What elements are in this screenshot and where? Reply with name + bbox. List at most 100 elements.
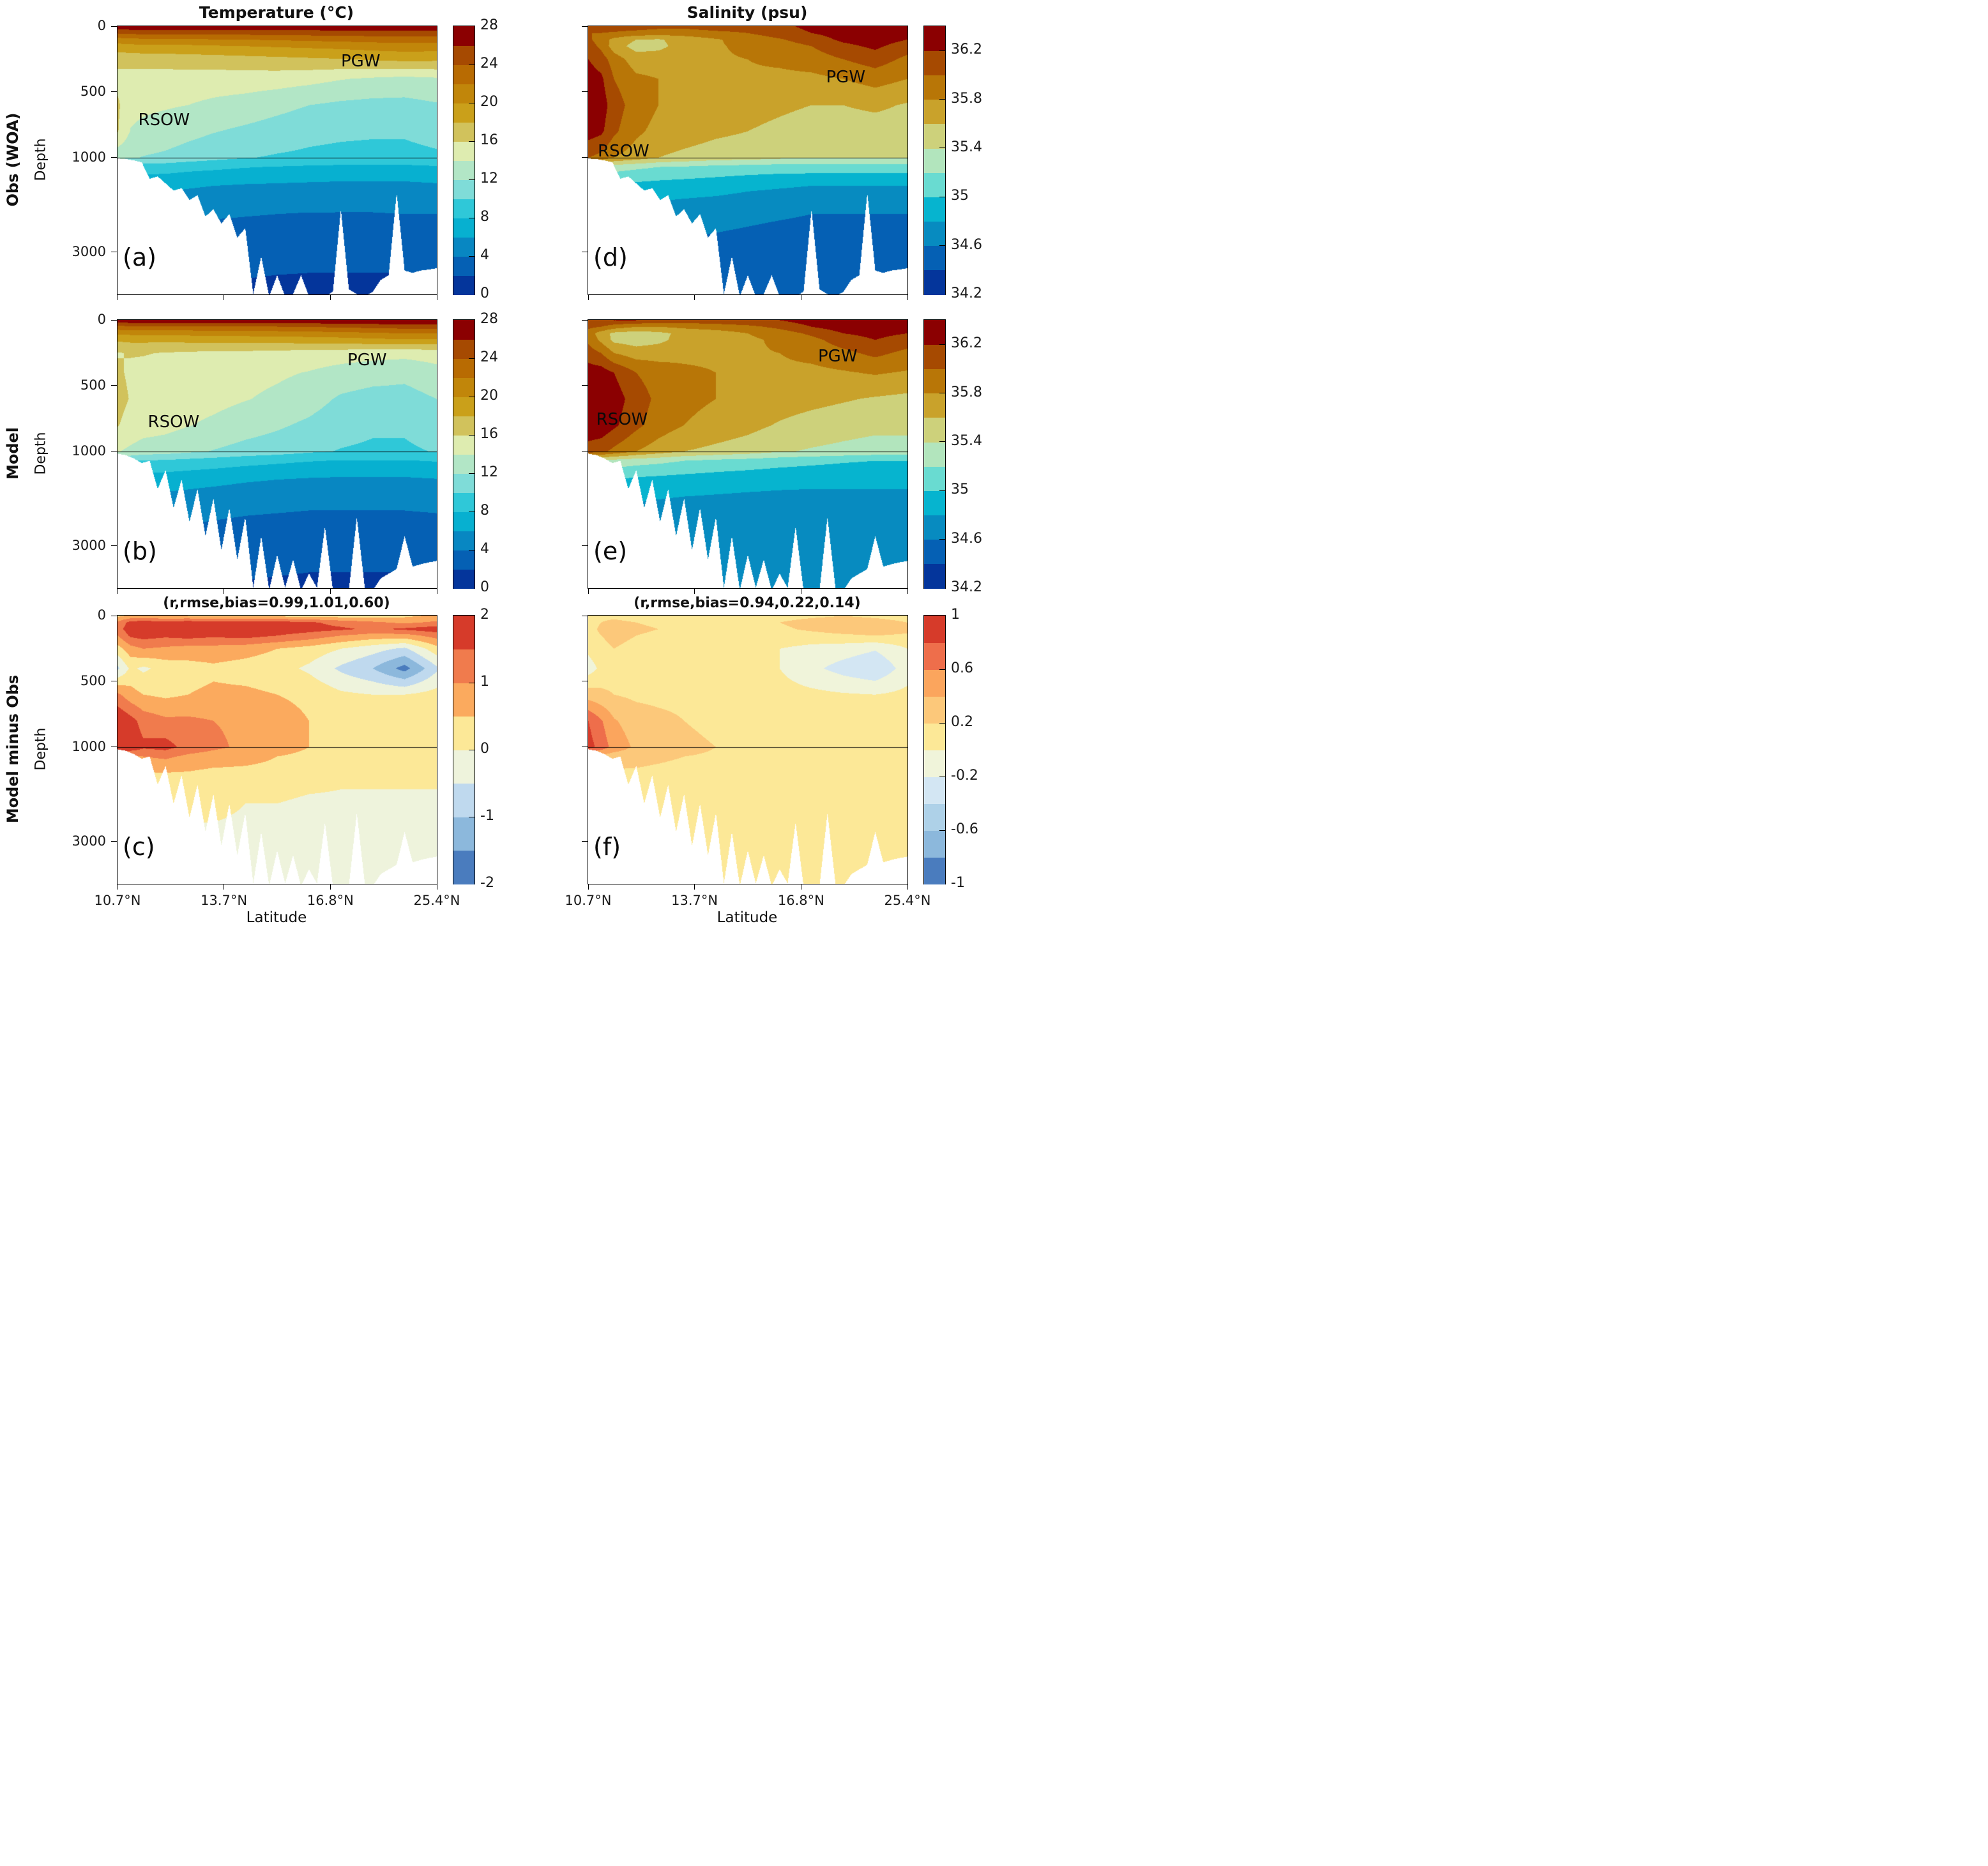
panel-e: (e) PGW RSOW <box>582 319 908 594</box>
panel-letter-a: (a) <box>123 243 156 271</box>
colorbar-tick-label: 2 <box>480 607 489 623</box>
row-label-model: Model <box>4 427 22 480</box>
x-tick <box>907 294 908 300</box>
annotation-rsow-d: RSOW <box>598 141 649 161</box>
colorbar-segment <box>453 850 474 884</box>
x-tick <box>694 294 695 300</box>
colorbar-segment <box>453 750 474 784</box>
colorbar-tick-label: 0.2 <box>951 714 973 730</box>
y-tick <box>582 841 588 842</box>
colorbar-tick <box>469 179 474 180</box>
colorbar-tick <box>939 441 945 443</box>
colorbar-segment <box>924 75 945 100</box>
colorbar-segment <box>453 45 474 65</box>
panel-letter-e: (e) <box>593 537 628 565</box>
colorbar-segment <box>924 368 945 394</box>
colorbar-segment <box>924 123 945 149</box>
x-axis-label-latitude-right: Latitude <box>717 909 778 926</box>
y-tick-label: 3000 <box>72 537 106 553</box>
colorbar-tick <box>939 50 945 51</box>
colorbar-segment <box>453 141 474 161</box>
colorbar-segment <box>453 237 474 257</box>
colorbar-segment <box>924 723 945 750</box>
y-tick-label: 0 <box>97 607 106 623</box>
y-tick-label: 3000 <box>72 243 106 259</box>
x-tick <box>907 588 908 594</box>
y-axis-label-depth-row3: Depth <box>33 727 49 771</box>
colorbar-tick-label: 36.2 <box>951 42 982 58</box>
x-tick-label: 25.4°N <box>413 893 460 908</box>
colorbar-tick <box>939 99 945 100</box>
colorbar-segment <box>924 245 945 271</box>
colorbar-segment <box>924 320 945 345</box>
colorbar-tick-label: 1 <box>951 607 960 623</box>
colorbar-segment <box>924 539 945 565</box>
colorbar-tick <box>469 473 474 474</box>
colorbar-tick-label: 35.4 <box>951 432 982 449</box>
colorbar-segment <box>924 417 945 443</box>
colorbar-tick <box>939 490 945 491</box>
y-tick <box>582 385 588 386</box>
x-tick-label: 25.4°N <box>884 893 931 908</box>
colorbar-tick-label: -1 <box>951 875 965 891</box>
colorbar-segment <box>453 435 474 455</box>
colorbar-tick <box>939 830 945 831</box>
y-tick-label: 500 <box>80 672 106 688</box>
colorbar-segment <box>453 716 474 750</box>
colorbar-tick-label: 35 <box>951 188 969 204</box>
colorbar-tick-label: 24 <box>480 349 498 365</box>
y-tick <box>582 26 588 27</box>
x-tick <box>330 588 331 594</box>
colorbar-tick <box>939 722 945 724</box>
colorbar-segment <box>453 26 474 46</box>
colorbar-tick-label: 24 <box>480 56 498 72</box>
colorbar-segment <box>924 830 945 858</box>
colorbar-segment <box>453 320 474 340</box>
colorbar-segment <box>453 275 474 295</box>
colorbar-segment <box>924 669 945 697</box>
colorbar-segment <box>453 377 474 397</box>
annotation-rsow-b: RSOW <box>148 412 200 432</box>
panel-b: (b) PGW RSOW 0 500 1000 3000 <box>72 312 437 594</box>
colorbar-segment <box>453 531 474 550</box>
y-tick <box>582 545 588 547</box>
colorbar-tick <box>469 358 474 359</box>
colorbar-tick <box>939 344 945 345</box>
colorbar-segment <box>924 750 945 777</box>
colorbar-tick-label: 0 <box>480 741 489 757</box>
y-tick <box>111 841 117 842</box>
colorbar-segment <box>453 569 474 589</box>
colorbar-segment <box>924 515 945 540</box>
colorbar-tick <box>469 434 474 436</box>
colorbar-segment <box>453 358 474 378</box>
colorbar-segment <box>924 441 945 467</box>
colorbar-tick-label: 34.6 <box>951 236 982 253</box>
colorbar-tick-label: 8 <box>480 209 489 225</box>
colorbar-tick-label: -0.2 <box>951 768 978 784</box>
y-tick-label: 500 <box>80 83 106 99</box>
x-tick-label: 10.7°N <box>565 893 612 908</box>
colorbar-tick <box>939 245 945 247</box>
colorbar-segment <box>453 512 474 531</box>
colorbar-segment <box>453 473 474 493</box>
colorbar-tick-label: 20 <box>480 94 498 110</box>
colorbar-segment <box>453 199 474 218</box>
colorbar-tick-label: 35.4 <box>951 139 982 155</box>
y-axis-label-depth-row1: Depth <box>33 138 49 181</box>
colorbar-segment <box>924 490 945 516</box>
panel-d: (d) PGW RSOW <box>582 26 908 300</box>
colorbar-segment <box>453 103 474 123</box>
colorbar-tick-label: 28 <box>480 311 498 327</box>
row-label-model-minus-obs: Model minus Obs <box>4 674 22 824</box>
contour-plot-e <box>588 320 907 588</box>
row-label-obs-woa: Obs (WOA) <box>4 112 22 207</box>
colorbar-segment <box>453 64 474 84</box>
colorbar-segment <box>924 563 945 589</box>
colorbar-segment <box>924 221 945 247</box>
y-tick <box>111 319 117 321</box>
colorbar-segment <box>453 817 474 851</box>
colorbar-tick-label: 34.6 <box>951 530 982 547</box>
y-tick <box>582 91 588 93</box>
colorbar-tick-label: 4 <box>480 247 489 263</box>
x-tick <box>907 884 908 890</box>
